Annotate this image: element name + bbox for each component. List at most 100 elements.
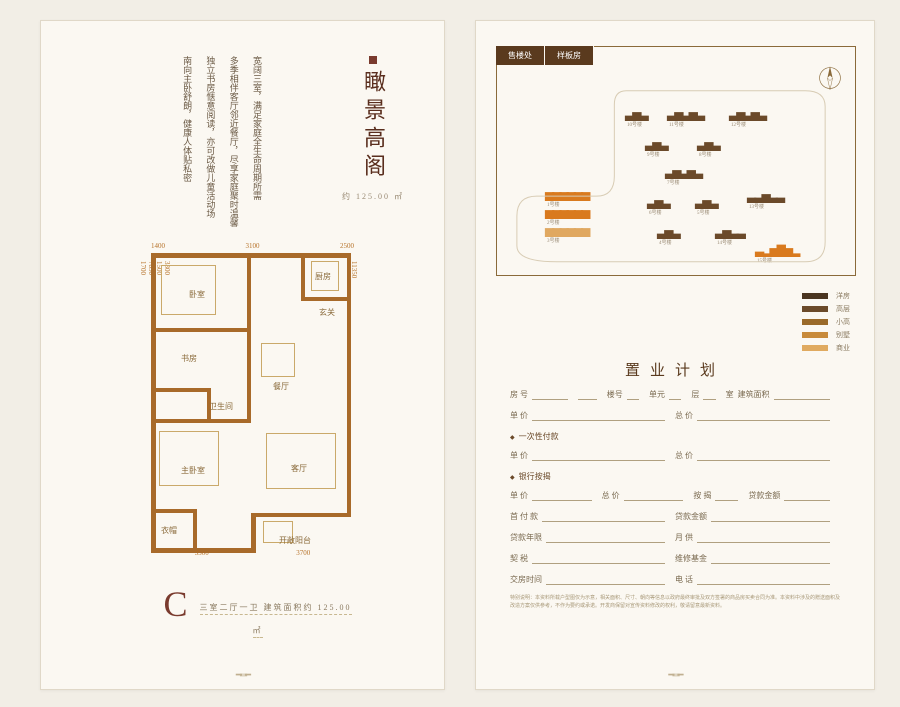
input-line[interactable]: [697, 411, 830, 421]
legend-row: 小高: [802, 317, 850, 327]
legend-swatch: [802, 345, 828, 351]
input-line[interactable]: [546, 575, 665, 585]
room-label: 衣帽: [161, 525, 177, 536]
floor-plan: 卧室 厨房 玄关 书房 餐厅 卫生间 主卧室 客厅 衣帽 开敞阳台: [151, 253, 351, 553]
room-label: 厨房: [315, 271, 331, 282]
room-label: 餐厅: [273, 381, 289, 392]
dim: 1400: [151, 242, 165, 250]
input-line[interactable]: [546, 533, 665, 543]
room-label: 主卧室: [181, 465, 205, 476]
legend-label: 小高: [836, 317, 850, 327]
site-boundary: [497, 47, 855, 276]
unit-block: C 三室二厅一卫 建筑面积约 125.00 ㎡: [161, 583, 354, 644]
room-label: 卧室: [189, 289, 205, 300]
disclaimer: 特别说明：本资料所载户型图仅为示意，相关面积、尺寸、朝向等信息以政府最终审批及双…: [510, 595, 840, 610]
input-line[interactable]: [711, 554, 830, 564]
label: 按 揭: [693, 490, 711, 501]
legend-row: 高层: [802, 304, 850, 314]
section-mortgage: 银行按揭: [510, 471, 840, 482]
marketing-copy: 宽阔三室，满足家庭全生命周期所需 多季相伴客厅邻近餐厅，尽享家庭聚时温馨 独立书…: [121, 56, 264, 227]
room-label: 玄关: [319, 307, 335, 318]
input-line[interactable]: [627, 390, 639, 400]
label: 交房时间: [510, 574, 542, 585]
copy-line: 独立书房惬意阅读，亦可改做儿童活动场: [202, 56, 217, 227]
label: 电 话: [675, 574, 693, 585]
label: 总 价: [675, 410, 693, 421]
label: 层: [691, 389, 699, 400]
unit-text: 三室二厅一卫 建筑面积约 125.00 ㎡: [200, 603, 352, 638]
room-label: 书房: [181, 353, 197, 364]
input-line[interactable]: [532, 491, 592, 501]
siteplan-form-panel: 售楼处 样板房 ▃▅▃10号楼▃▅▃▅▃11号楼▃▅▃▅▃12号楼▃▅▃9号楼▃…: [475, 20, 875, 690]
input-line[interactable]: [697, 575, 830, 585]
dims-right: 11350: [350, 261, 358, 519]
title-block: 瞰景高阁 约 125.00 ㎡: [342, 56, 404, 202]
label: 单 价: [510, 490, 528, 501]
label: 契 税: [510, 553, 528, 564]
input-line[interactable]: [711, 512, 830, 522]
copy-line: 多季相伴客厅邻近餐厅，尽享家庭聚时温馨: [225, 56, 240, 227]
label: 贷款金额: [675, 511, 707, 522]
input-line[interactable]: [774, 390, 830, 400]
dim: 11350: [350, 261, 358, 278]
floorplan-panel: 瞰景高阁 约 125.00 ㎡ 宽阔三室，满足家庭全生命周期所需 多季相伴客厅邻…: [40, 20, 445, 690]
legend-swatch: [802, 293, 828, 299]
input-line[interactable]: [532, 390, 568, 400]
dim: 2500: [340, 242, 354, 250]
dim: 3100: [246, 242, 260, 250]
label: 单元: [649, 389, 665, 400]
label: 建筑面积: [738, 389, 770, 400]
input-line[interactable]: [715, 491, 738, 501]
input-line[interactable]: [542, 512, 665, 522]
form-title: 置业计划: [476, 359, 874, 380]
label: 总 价: [675, 450, 693, 461]
input-line[interactable]: [784, 491, 830, 501]
legend: 洋房高层小高别墅商业: [802, 291, 850, 356]
dims-top: 1400 3100 2500: [151, 242, 354, 250]
label: 月 供: [675, 532, 693, 543]
room-label: 客厅: [291, 463, 307, 474]
copy-line: 宽阔三室，满足家庭全生命周期所需: [249, 56, 264, 227]
label: 贷款金额: [748, 490, 780, 501]
room-label: 卫生间: [209, 401, 233, 412]
ornament-icon: ━═━: [236, 670, 249, 681]
label: 单 价: [510, 410, 528, 421]
legend-row: 别墅: [802, 330, 850, 340]
input-line[interactable]: [669, 390, 681, 400]
label: 室: [726, 389, 734, 400]
label: 贷款年限: [510, 532, 542, 543]
section-cash: 一次性付款: [510, 431, 840, 442]
input-line[interactable]: [697, 451, 830, 461]
input-line[interactable]: [703, 390, 715, 400]
copy-line: 南向主卧舒朗，健康人体贴私密: [179, 56, 194, 227]
legend-row: 商业: [802, 343, 850, 353]
label: 单 价: [510, 450, 528, 461]
title-sub: 约 125.00 ㎡: [342, 191, 404, 202]
label: 首 付 款: [510, 511, 538, 522]
room-label: 开敞阳台: [279, 535, 311, 546]
title-main: 瞰景高阁: [357, 70, 389, 182]
ornament-icon: ━═━: [668, 670, 681, 681]
legend-row: 洋房: [802, 291, 850, 301]
input-line[interactable]: [624, 491, 684, 501]
input-line[interactable]: [532, 554, 665, 564]
purchase-form: 房 号 楼号 单元 层 室 建筑面积 单 价 总 价 一次性付款 单 价 总 价…: [510, 389, 840, 610]
unit-letter: C: [163, 583, 187, 625]
label: 房 号: [510, 389, 528, 400]
input-line[interactable]: [532, 411, 665, 421]
legend-label: 高层: [836, 304, 850, 314]
legend-label: 别墅: [836, 330, 850, 340]
input-line[interactable]: [578, 390, 596, 400]
title-mark-icon: [369, 56, 377, 64]
label: 维修基金: [675, 553, 707, 564]
dim: 1700: [139, 261, 147, 519]
site-map: 售楼处 样板房 ▃▅▃10号楼▃▅▃▅▃11号楼▃▅▃▅▃12号楼▃▅▃9号楼▃…: [496, 46, 856, 276]
legend-label: 洋房: [836, 291, 850, 301]
legend-swatch: [802, 332, 828, 338]
input-line[interactable]: [697, 533, 830, 543]
legend-label: 商业: [836, 343, 850, 353]
legend-swatch: [802, 319, 828, 325]
input-line[interactable]: [532, 451, 665, 461]
legend-swatch: [802, 306, 828, 312]
label: 总 价: [602, 490, 620, 501]
